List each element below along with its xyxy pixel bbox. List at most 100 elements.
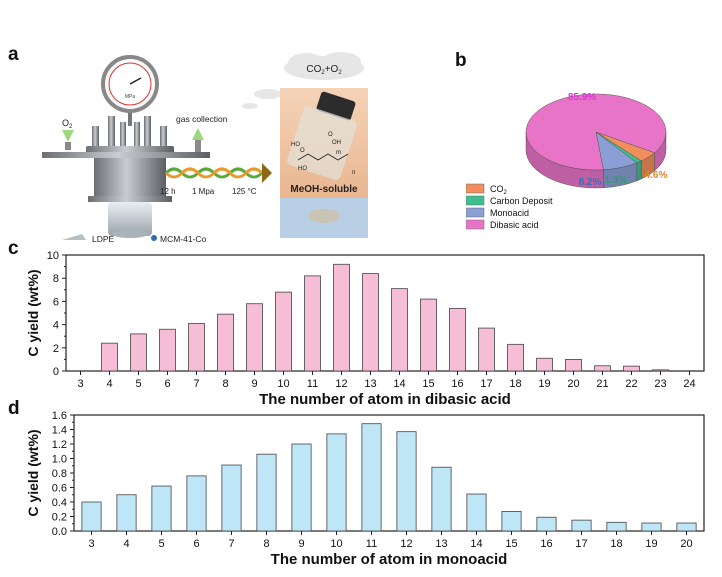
- svg-text:LDPE: LDPE: [92, 234, 115, 244]
- monoacid-xtick-label-20: 20: [680, 538, 692, 550]
- svg-text:O: O: [328, 132, 333, 138]
- dibasic-xtick-label-21: 21: [596, 378, 608, 390]
- reactor-body: [94, 158, 166, 198]
- dibasic-xtick-label-18: 18: [509, 378, 521, 390]
- monoacid-bar-4: [116, 494, 137, 532]
- dibasic-bar-7: [188, 323, 205, 372]
- svg-text:O2: O2: [62, 118, 73, 130]
- dibasic-xtick-label-3: 3: [77, 378, 83, 390]
- dibasic-bar-8: [217, 313, 234, 372]
- monoacid-xtick-label-4: 4: [123, 538, 129, 550]
- schematic-legend: LDPE MCM-41-Co: [62, 234, 207, 244]
- legend-swatch-co2: [466, 183, 485, 194]
- panel-letter-b: b: [455, 50, 467, 71]
- reactor-posts: [92, 116, 167, 148]
- dibasic-xtick-label-10: 10: [277, 378, 289, 390]
- monoacid-bar-10: [326, 433, 347, 532]
- dibasic-ytick-label: 8: [53, 273, 59, 285]
- monoacid-xtick-label-15: 15: [505, 538, 517, 550]
- dibasic-ylabel: C yield (wt%): [25, 269, 41, 356]
- monoacid-bar-13: [431, 466, 452, 532]
- condition-temperature: 125 °C: [232, 187, 257, 196]
- monoacid-xtick-label-5: 5: [158, 538, 164, 550]
- svg-text:gas collection: gas collection: [176, 114, 228, 124]
- gauge-label: MPa: [125, 94, 136, 100]
- monoacid-bar-15: [501, 511, 522, 532]
- monoacid-bar-12: [396, 431, 417, 532]
- monoacid-bar-14: [466, 493, 487, 532]
- dibasic-bar-18: [507, 343, 524, 372]
- monoacid-bar-9: [291, 443, 312, 532]
- dibasic-bar-22: [623, 365, 640, 372]
- svg-text:O: O: [300, 148, 305, 154]
- monoacid-bar-16: [536, 516, 557, 532]
- product-vial: HO O OH O HO m n MeOH-soluble: [280, 88, 368, 238]
- pie-label-co2: 4.6%: [645, 170, 668, 181]
- pie-label-monoacid: 8.2%: [579, 177, 602, 188]
- monoacid-ytick-label: 0.6: [52, 483, 67, 495]
- monoacid-xtick-label-14: 14: [470, 538, 482, 550]
- legend-label-monoacid: Monoacid: [490, 208, 529, 218]
- dibasic-xtick-label-4: 4: [106, 378, 112, 390]
- monoacid-xtick-label-11: 11: [366, 538, 377, 550]
- dibasic-xtick-label-22: 22: [625, 378, 637, 390]
- reactor-vessel: [108, 202, 152, 236]
- monoacid-bar-18: [606, 521, 627, 532]
- reactor-flange: [88, 196, 172, 202]
- pie-slice-dibasic-acid: [525, 93, 667, 171]
- dibasic-xtick-label-7: 7: [193, 378, 199, 390]
- dibasic-xtick-label-5: 5: [135, 378, 141, 390]
- monoacid-ytick-label: 0.0: [52, 526, 67, 538]
- monoacid-bar-6: [186, 475, 207, 532]
- dibasic-ytick-label: 0: [53, 366, 59, 378]
- reactor-pipe: [42, 152, 210, 158]
- pressure-gauge: MPa: [101, 55, 159, 126]
- dibasic-bar-4: [101, 342, 118, 372]
- legend-swatch-monoacid: [466, 207, 485, 218]
- monoacid-xtick-label-9: 9: [298, 538, 304, 550]
- legend-label-carbon-deposit: Carbon Deposit: [490, 196, 553, 206]
- legend-label-co2: CO2: [490, 184, 508, 196]
- dibasic-bar-6: [159, 328, 176, 372]
- monoacid-xtick-label-6: 6: [193, 538, 199, 550]
- legend-label-dibasic-acid: Dibasic acid: [490, 220, 539, 230]
- panel-letter-a: a: [8, 44, 19, 65]
- dibasic-xtick-label-17: 17: [480, 378, 492, 390]
- dibasic-bar-20: [565, 359, 582, 372]
- dibasic-ytick-label: 10: [47, 250, 59, 262]
- monoacid-ytick-label: 1.6: [52, 410, 67, 422]
- monoacid-ytick-label: 0.4: [52, 497, 67, 509]
- monoacid-xtick-label-8: 8: [263, 538, 269, 550]
- dibasic-xtick-label-13: 13: [364, 378, 376, 390]
- svg-text:m: m: [336, 150, 341, 156]
- pie-label-dibasic-acid: 85.9%: [568, 92, 596, 103]
- svg-text:CO2+O2: CO2+O2: [306, 64, 342, 76]
- monoacid-xtick-label-18: 18: [610, 538, 622, 550]
- svg-text:n: n: [352, 170, 355, 176]
- gas-collection-outlet: gas collection: [176, 114, 228, 152]
- dibasic-xtick-label-15: 15: [422, 378, 434, 390]
- panel-letter-d: d: [8, 398, 20, 419]
- dibasic-bar-16: [449, 307, 466, 372]
- monoacid-xtick-label-3: 3: [88, 538, 94, 550]
- dibasic-ytick-label: 4: [53, 320, 59, 332]
- monoacid-bar-11: [361, 423, 382, 532]
- dibasic-bar-14: [391, 288, 408, 372]
- dibasic-xlabel: The number of atom in dibasic acid: [259, 391, 511, 407]
- dibasic-bar-10: [275, 291, 292, 372]
- dibasic-bar-13: [362, 273, 379, 372]
- dibasic-xtick-label-6: 6: [164, 378, 170, 390]
- dibasic-ytick-label: 6: [53, 296, 59, 308]
- monoacid-bar-7: [221, 464, 242, 532]
- monoacid-xlabel: The number of atom in monoacid: [271, 551, 508, 568]
- vial-label: MeOH-soluble: [290, 184, 358, 195]
- legend-swatch-dibasic-acid: [466, 219, 485, 230]
- dibasic-xtick-label-23: 23: [654, 378, 666, 390]
- monoacid-ytick-label: 1.2: [52, 439, 67, 451]
- monoacid-xtick-label-19: 19: [645, 538, 657, 550]
- svg-text:HO: HO: [298, 166, 307, 172]
- monoacid-bar-20: [676, 522, 697, 532]
- monoacid-bar-3: [81, 501, 102, 532]
